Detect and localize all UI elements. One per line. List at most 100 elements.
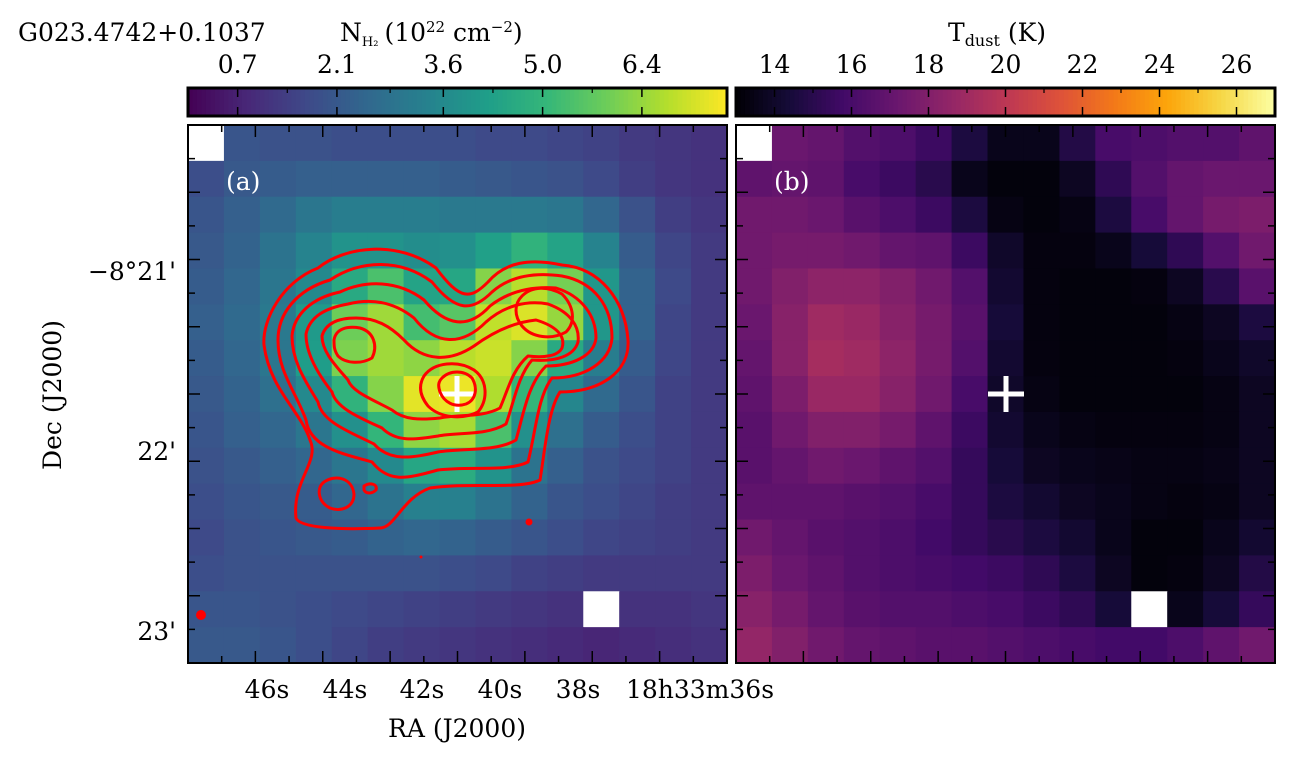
map-pixel (879, 232, 917, 270)
map-pixel (403, 555, 441, 592)
map-pixel (583, 627, 620, 664)
map-pixel (915, 411, 953, 449)
colorbar-segment (1270, 88, 1276, 116)
colorbar-segment (421, 88, 427, 116)
map-pixel (547, 519, 584, 556)
map-pixel (511, 160, 548, 198)
map-pixel (915, 376, 953, 413)
map-pixel (736, 591, 773, 628)
map-pixel (736, 232, 773, 270)
map-pixel (691, 232, 728, 270)
colorbar-segment (1239, 88, 1245, 116)
colorbar-segment (363, 88, 369, 116)
colorbar-segment (188, 88, 194, 116)
colorbar-segment (942, 88, 948, 116)
map-pixel (619, 232, 656, 270)
map-pixel (1239, 196, 1276, 234)
colorbar-segment (223, 88, 230, 116)
colorbar-segment (704, 88, 710, 116)
map-pixel (619, 483, 656, 521)
map-pixel (1095, 376, 1132, 413)
map-pixel (403, 519, 441, 556)
colorbar-segment (587, 88, 593, 116)
map-pixel (879, 627, 917, 664)
panel-b-tdust-map (735, 124, 1276, 664)
colorbar-segment (866, 88, 872, 116)
colorbar-segment (767, 88, 773, 116)
map-pixel (1023, 340, 1060, 377)
map-pixel (367, 627, 405, 664)
map-pixel (511, 519, 548, 556)
colorbar-tick-label: 16 (836, 50, 868, 79)
map-pixel (223, 268, 261, 305)
colorbar-segment (367, 88, 373, 116)
y-axis-label: Dec (J2000) (38, 320, 67, 470)
map-pixel (736, 627, 773, 664)
colorbar-segment (520, 88, 526, 116)
map-pixel (655, 160, 692, 198)
colorbar-segment (560, 88, 566, 116)
colorbar-segment (794, 88, 800, 116)
colorbar-segment (1194, 88, 1200, 116)
map-pixel (655, 340, 692, 377)
map-pixel (691, 411, 728, 449)
colorbar-segment (884, 88, 890, 116)
map-pixel (619, 160, 656, 198)
colorbar-segment (1090, 88, 1096, 116)
map-pixel (475, 627, 512, 664)
map-pixel (1095, 483, 1132, 521)
map-pixel (915, 232, 953, 270)
colorbar-segment (695, 88, 701, 116)
map-pixel (1203, 160, 1240, 198)
map-pixel (1167, 196, 1204, 234)
map-pixel (771, 447, 809, 485)
map-pixel (1203, 304, 1240, 341)
map-pixel (843, 232, 881, 270)
colorbar-segment (1261, 88, 1267, 116)
map-pixel (403, 627, 441, 664)
map-pixel (736, 268, 773, 305)
colorbar-tick-label: 3.6 (423, 50, 463, 79)
map-pixel (843, 591, 881, 628)
map-pixel (295, 591, 333, 628)
map-pixel (439, 160, 477, 198)
map-pixel (1023, 160, 1060, 198)
colorbar-segment (996, 88, 1002, 116)
map-pixel (987, 555, 1025, 592)
map-pixel (1131, 232, 1168, 270)
map-pixel (439, 591, 477, 628)
map-pixel (1059, 232, 1096, 270)
colorbar-segment (659, 88, 665, 116)
map-pixel (655, 411, 692, 449)
colorbar-segment (969, 88, 975, 116)
colorbar-segment (232, 88, 239, 116)
map-pixel (691, 160, 728, 198)
map-pixel (619, 519, 656, 556)
colorbar-segment (857, 88, 863, 116)
colorbar-segment (762, 88, 769, 116)
map-pixel (1203, 340, 1240, 377)
map-pixel (1131, 627, 1168, 664)
colorbar-segment (1018, 88, 1025, 116)
map-pixel (475, 555, 512, 592)
nh2-contour (276, 263, 614, 479)
colorbar-segment (619, 88, 625, 116)
map-pixel (987, 304, 1025, 341)
colorbar-segment (354, 88, 360, 116)
colorbar-segment (929, 88, 935, 116)
map-pixel (188, 340, 225, 377)
map-pixel (807, 411, 845, 449)
colorbar-segment (1077, 88, 1083, 116)
colorbar-segment (1149, 88, 1155, 116)
colorbar-segment (417, 88, 423, 116)
map-pixel (951, 125, 989, 162)
map-pixel (188, 519, 225, 556)
map-pixel (771, 376, 809, 413)
colorbar-tick-label: 22 (1067, 50, 1099, 79)
map-pixel (619, 555, 656, 592)
map-pixel (403, 232, 441, 270)
colorbar-segment (1041, 88, 1047, 116)
colorbar-segment (358, 88, 364, 116)
map-pixel (188, 627, 225, 664)
map-pixel (915, 555, 953, 592)
